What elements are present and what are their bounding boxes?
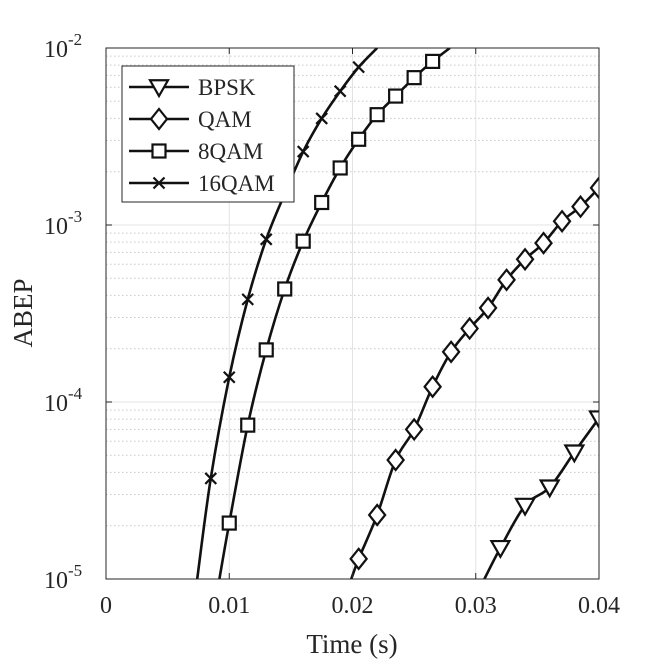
- data-point-qam: [515, 247, 535, 272]
- series-8qam: [218, 48, 451, 579]
- data-point-8qam: [406, 70, 422, 86]
- data-point-8qam: [351, 131, 367, 147]
- data-point-16qam: [315, 112, 328, 125]
- data-point-8qam: [258, 342, 274, 358]
- x-axis-label: Time (s): [306, 629, 397, 659]
- series-16qam: [195, 48, 379, 579]
- data-point-bpsk: [489, 539, 512, 560]
- data-point-qam: [571, 194, 590, 219]
- data-point-bpsk: [514, 497, 536, 517]
- legend-item-bpsk: BPSK: [129, 75, 256, 100]
- data-point-16qam: [259, 233, 273, 246]
- y-tick-exponent: -5: [68, 561, 82, 580]
- legend-item-qam: QAM: [129, 107, 252, 132]
- y-tick-label: 10: [44, 391, 68, 417]
- data-point-qam: [441, 340, 461, 364]
- data-point-8qam: [314, 194, 330, 211]
- y-tick-label: 10: [44, 214, 68, 240]
- data-point-8qam: [332, 160, 348, 176]
- legend-label: 8QAM: [198, 139, 263, 164]
- legend-item-16qam: 16QAM: [129, 171, 275, 196]
- legend-label: BPSK: [198, 75, 256, 100]
- x-tick-label: 0: [100, 593, 112, 619]
- y-tick-labels: 10-510-410-310-2: [44, 30, 83, 594]
- legend-marker: [151, 143, 167, 159]
- x-tick-label: 0.03: [455, 593, 497, 619]
- legend: BPSK QAM 8QAM 16QAM: [121, 65, 295, 203]
- data-point-qam: [589, 176, 599, 200]
- data-point-8qam: [221, 515, 237, 531]
- data-point-qam: [497, 268, 516, 292]
- y-tick-label: 10: [44, 568, 68, 594]
- legend-item-8qam: 8QAM: [129, 139, 263, 164]
- data-point-qam: [460, 316, 479, 341]
- legend-label: QAM: [198, 107, 252, 132]
- x-tick-label: 0.04: [578, 593, 620, 619]
- data-point-16qam: [352, 60, 365, 74]
- series-bpsk: [483, 410, 599, 579]
- legend-marker: [152, 176, 166, 190]
- data-point-8qam: [425, 53, 441, 70]
- data-point-8qam: [277, 281, 293, 297]
- legend-marker: [149, 107, 169, 131]
- data-point-qam: [423, 374, 443, 399]
- data-point-qam: [367, 503, 387, 527]
- legend-marker: [148, 79, 170, 99]
- data-point-16qam: [333, 84, 347, 98]
- data-point-8qam: [295, 233, 311, 249]
- data-point-8qam: [240, 417, 256, 433]
- data-point-qam: [349, 547, 369, 571]
- data-point-bpsk: [538, 479, 561, 499]
- data-point-8qam: [388, 88, 404, 104]
- data-point-qam: [552, 209, 572, 234]
- data-point-16qam: [222, 370, 236, 384]
- x-tick-label: 0.02: [332, 593, 374, 619]
- data-point-8qam: [369, 107, 385, 123]
- data-point-16qam: [204, 472, 218, 485]
- x-tick-label: 0.01: [208, 593, 250, 619]
- y-tick-exponent: -2: [68, 30, 82, 49]
- x-tick-labels: 0 0.01 0.02 0.03 0.04: [100, 593, 620, 619]
- data-point-qam: [478, 296, 498, 320]
- series-layer: [195, 48, 599, 579]
- data-point-bpsk: [563, 444, 586, 464]
- data-point-16qam: [296, 145, 310, 158]
- legend-box: [121, 65, 295, 203]
- legend-label: 16QAM: [198, 171, 275, 196]
- y-tick-exponent: -3: [68, 207, 82, 226]
- y-axis-label: ABEP: [8, 278, 38, 347]
- data-point-qam: [386, 448, 406, 472]
- data-point-qam: [534, 231, 553, 255]
- y-tick-label: 10: [44, 37, 68, 63]
- axis-ticks: [105, 47, 600, 580]
- series-qam: [349, 176, 599, 579]
- data-point-16qam: [241, 293, 255, 306]
- data-point-bpsk: [588, 410, 599, 430]
- data-point-qam: [404, 417, 424, 442]
- y-tick-exponent: -4: [68, 384, 83, 403]
